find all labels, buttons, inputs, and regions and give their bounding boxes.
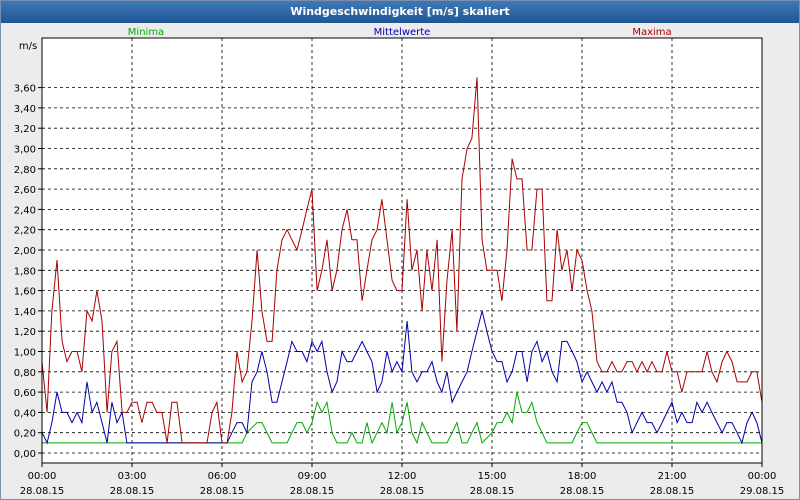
y-tick-label: 2,00	[14, 246, 36, 257]
y-tick-label: 0,60	[14, 388, 36, 399]
y-tick-label: 3,00	[14, 145, 36, 156]
x-tick-time: 09:00	[298, 471, 327, 482]
x-tick-time: 03:00	[118, 471, 147, 482]
x-tick-date: 28.08.15	[110, 486, 155, 497]
x-tick-date: 28.08.15	[470, 486, 515, 497]
series-line-maxima	[41, 77, 763, 444]
y-tick-label: 1,40	[14, 307, 36, 318]
y-tick-label: 1,60	[14, 287, 36, 298]
y-tick-label: 0,00	[14, 449, 36, 460]
x-tick-time: 00:00	[748, 471, 777, 482]
legend-item-maxima: Maxima	[632, 27, 671, 38]
y-tick-label: 2,20	[14, 226, 36, 237]
x-tick-time: 00:00	[28, 471, 57, 482]
x-tick-time: 06:00	[208, 471, 237, 482]
y-tick-label: 2,40	[14, 205, 36, 216]
grid	[42, 38, 762, 463]
series-lines	[41, 77, 763, 445]
series-line-mittelwerte	[41, 310, 763, 445]
plot-frame	[41, 37, 763, 464]
y-tick-label: 1,20	[14, 327, 36, 338]
x-tick-time: 12:00	[388, 471, 417, 482]
y-axis-ticks: 0,00 0,20 0,40 0,60 0,80 1,00 1,20 1,40 1,60 1,80…	[14, 84, 42, 460]
y-axis-label: m/s	[19, 41, 37, 52]
y-tick-label: 0,20	[14, 429, 36, 440]
x-tick-date: 28.08.15	[380, 486, 425, 497]
legend-item-mittelwerte: Mittelwerte	[374, 27, 431, 38]
x-tick-date: 28.08.15	[560, 486, 605, 497]
y-tick-label: 3,40	[14, 104, 36, 115]
x-tick-date: 28.08.15	[200, 486, 245, 497]
window-title: Windgeschwindigkeit [m/s] skaliert	[1, 1, 799, 23]
x-tick-date: 29.08.15	[740, 486, 785, 497]
legend: Minima Mittelwerte Maxima	[128, 27, 672, 38]
y-tick-label: 3,20	[14, 124, 36, 135]
y-tick-label: 2,60	[14, 185, 36, 196]
x-tick-time: 18:00	[568, 471, 597, 482]
y-tick-label: 0,80	[14, 368, 36, 379]
x-tick-time: 21:00	[658, 471, 687, 482]
y-tick-label: 3,60	[14, 84, 36, 95]
x-tick-date: 28.08.15	[290, 486, 335, 497]
y-tick-label: 1,00	[14, 348, 36, 359]
x-tick-time: 15:00	[478, 471, 507, 482]
legend-item-minima: Minima	[128, 27, 164, 38]
x-tick-date: 28.08.15	[20, 486, 65, 497]
x-tick-date: 28.08.15	[650, 486, 695, 497]
y-tick-label: 1,80	[14, 266, 36, 277]
series-line-minima	[42, 391, 762, 445]
y-tick-label: 2,80	[14, 165, 36, 176]
y-tick-label: 0,40	[14, 408, 36, 419]
x-axis-ticks: 00:00 28.08.15 03:00 28.08.15 06:00 28.08.15 0…	[20, 463, 785, 497]
